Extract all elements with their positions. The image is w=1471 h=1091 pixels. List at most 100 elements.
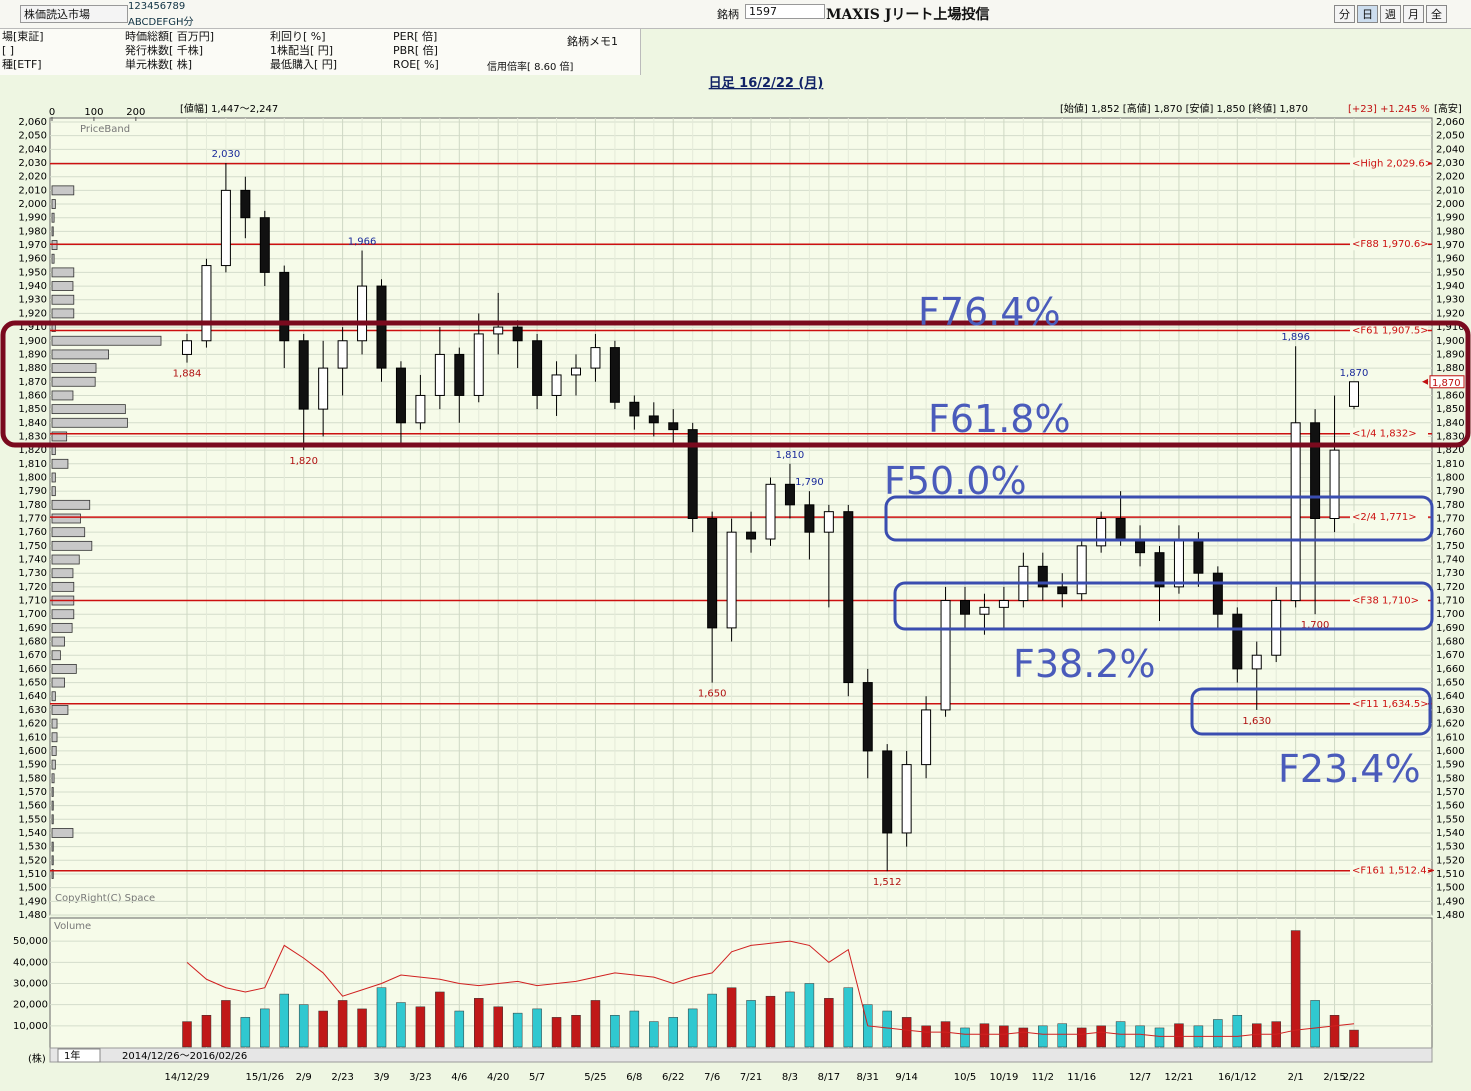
x-tick-label: 6/22 [662,1072,684,1083]
x-tick-label: 12/7 [1129,1072,1151,1083]
code-input[interactable]: 1597 [745,4,825,19]
period-button[interactable]: 全 [1426,5,1447,23]
extreme-label: 1,630 [1242,716,1271,727]
y-tick-label: 1,960 [18,254,47,265]
candle-body [960,600,970,615]
toolbar: 株価読込市場 123456789 ABCDEFGH分 銘柄 1597 MAXIS… [0,0,1471,29]
y-tick-label: 1,730 [18,568,47,579]
y-tick-label: 1,780 [18,500,47,511]
y-tick-label-right: 1,650 [1436,678,1465,689]
x-tick-label: 9/14 [895,1072,917,1083]
volume-bar [454,1010,465,1048]
candle-body [318,367,329,410]
period-button[interactable]: 分 [1334,5,1355,23]
volume-tick-label: 10,000 [13,1021,48,1032]
period[interactable]: 1年 [64,1049,80,1062]
y-tick-label-right: 1,880 [1436,363,1465,374]
y-tick-label: 1,880 [18,363,47,374]
y-tick-label: 1,600 [18,746,47,757]
y-tick-label: 1,520 [18,855,47,866]
volume-bar [182,1021,192,1048]
scrollbar[interactable] [49,1047,1433,1063]
x-tick-label: 2/23 [331,1072,353,1083]
y-tick-label-right: 1,560 [1436,801,1465,812]
letter-buttons[interactable]: ABCDEFGH分 [128,17,194,28]
volume-bar [1213,1019,1223,1048]
candle-body [201,265,212,342]
period-select[interactable] [57,1048,101,1063]
volume-bar [824,998,834,1048]
highlight-box [1190,687,1432,736]
last-price-marker [1422,378,1428,385]
candle-body [376,285,387,369]
y-tick-label: 1,580 [18,773,47,784]
period-button[interactable]: 週 [1380,5,1401,23]
y-tick-label: 2,030 [18,158,47,169]
candle-body [473,333,484,396]
y-tick-label-right: 1,780 [1436,500,1465,511]
x-tick-label: 16/1/12 [1218,1072,1257,1083]
band-bar [51,253,55,264]
volume-bar [376,987,387,1048]
y-tick-label: 1,800 [18,472,47,483]
volume-bar [493,1006,503,1048]
band-bar [51,746,57,756]
change: [+23] +1.245 % [1348,104,1430,115]
right-title: [高安] [1434,102,1462,115]
x-tick-label: 14/12/29 [165,1072,210,1083]
candle-body [1057,586,1068,595]
y-tick-label: 1,980 [18,226,47,237]
range-text: [値幅] 1,447～2,247 [180,102,278,115]
volume-bar [999,1025,1009,1048]
x-tick-label: 2/22 [1343,1072,1365,1083]
volume-bar [221,1000,231,1048]
info-item: 発行株数[ 千株] [125,44,204,57]
info-item: [ ] [2,44,15,57]
volume-bar [551,1017,562,1048]
y-tick-label: 2,050 [18,131,47,142]
y-tick-label: 2,020 [18,172,47,183]
x-tick-label: 6/8 [626,1072,642,1083]
y-tick-label: 1,970 [18,240,47,251]
y-tick-label: 1,900 [18,336,47,347]
volume-bar [1076,1027,1087,1048]
y-tick-label-right: 1,910 [1436,322,1465,333]
market-select[interactable]: 株価読込市場 [20,5,128,23]
info-item: 種[ETF] [2,58,42,71]
memo[interactable]: 銘柄メモ1 [567,35,618,48]
candle-body [1096,518,1107,547]
y-tick-label-right: 2,030 [1436,158,1465,169]
candle-body [395,367,406,424]
candle-body [998,600,1009,608]
level-label: <F61 1,907.5> [1352,326,1429,337]
candle-body [940,600,951,711]
digit-buttons[interactable]: 123456789 [128,1,186,12]
band-bar [51,294,75,305]
y-tick-label: 2,000 [18,199,47,210]
y-tick-label-right: 1,820 [1436,445,1465,456]
y-tick-label-right: 1,480 [1436,910,1465,921]
candle-body [1212,572,1223,615]
y-tick-label: 1,720 [18,582,47,593]
band-bar [51,185,75,196]
candle-body [726,531,737,629]
candle-body [454,353,465,396]
y-tick-label: 1,630 [18,705,47,716]
y-tick-label: 1,570 [18,787,47,798]
y-tick-label-right: 2,000 [1436,199,1465,210]
band-bar [51,458,69,469]
y-tick-label: 1,490 [18,896,47,907]
y-tick-label-right: 1,490 [1436,896,1465,907]
period-button[interactable]: 日 [1357,5,1378,23]
candle-body [1232,613,1243,670]
period-button[interactable]: 月 [1403,5,1424,23]
y-tick-label-right: 1,540 [1436,828,1465,839]
volume-bar [804,983,815,1048]
y-tick-label-right: 1,920 [1436,308,1465,319]
candle-body [1154,552,1165,588]
x-tick-label: 5/7 [529,1072,545,1083]
y-tick-label-right: 1,810 [1436,459,1465,470]
stock-info: 場[東証][ ] 種[ETF] 時価総額[ 百万円] 発行株数[ 千株] 単元株数[ … [0,29,641,75]
candle-body [493,326,504,335]
y-tick-label-right: 2,050 [1436,131,1465,142]
